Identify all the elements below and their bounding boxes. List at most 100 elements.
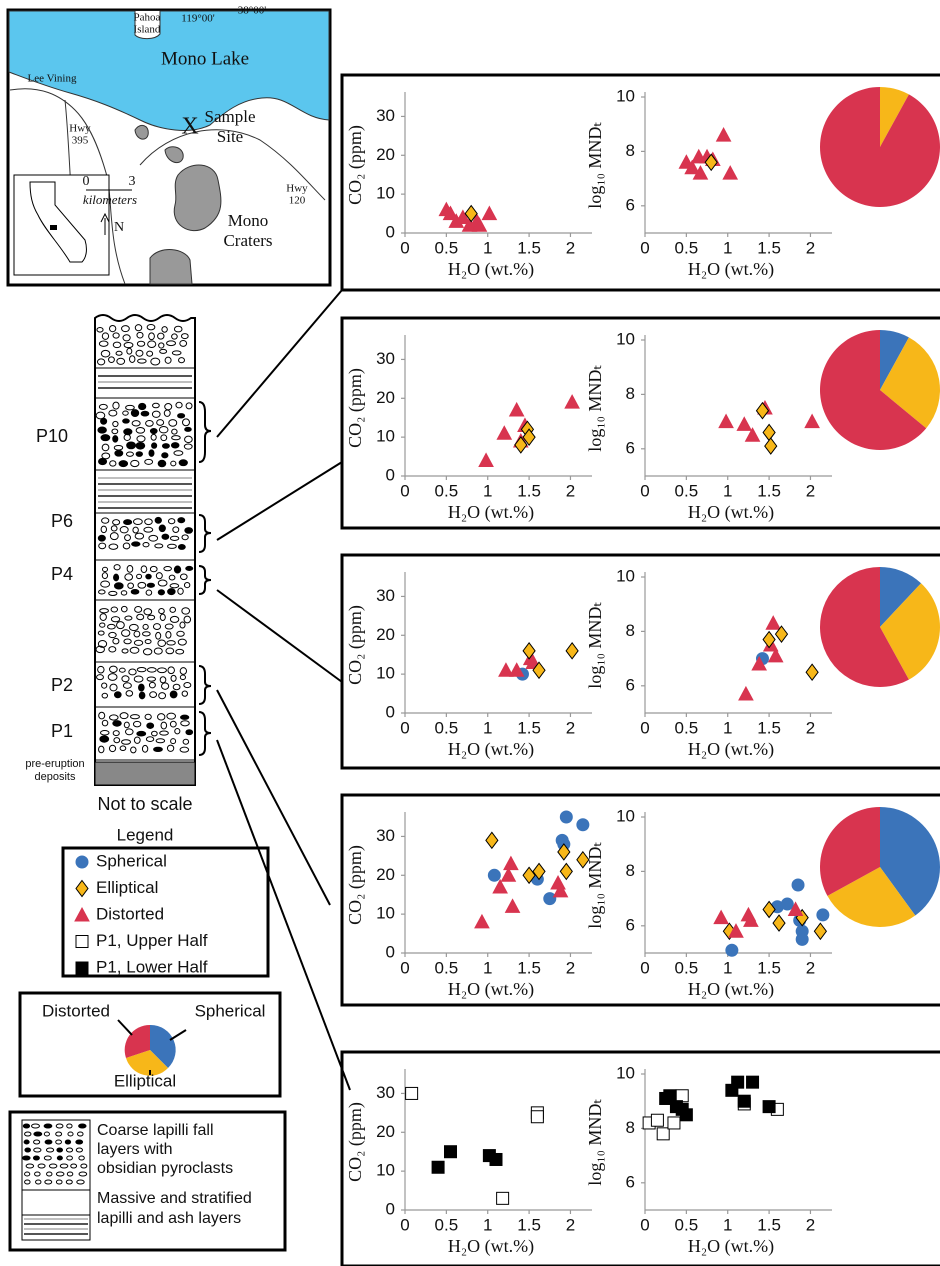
y-tick-label: 6 bbox=[626, 195, 635, 214]
map-label: Pahoa bbox=[134, 12, 161, 24]
point bbox=[763, 1101, 775, 1113]
clast bbox=[76, 1140, 83, 1144]
y-axis-title: CO₂ (ppm) bbox=[345, 845, 366, 925]
pie-key-label: Distorted bbox=[42, 1001, 110, 1020]
y-tick-label: 10 bbox=[376, 427, 395, 446]
x-axis-title: H₂O (wt.%) bbox=[688, 259, 774, 280]
clast bbox=[146, 574, 151, 579]
x-axis-title: H₂O (wt.%) bbox=[448, 502, 534, 523]
y-tick-label: 0 bbox=[386, 702, 395, 721]
axis bbox=[645, 92, 832, 233]
point bbox=[738, 1095, 750, 1107]
axis bbox=[645, 335, 832, 476]
x-axis-title: H₂O (wt.%) bbox=[448, 1236, 534, 1257]
x-tick-label: 0.5 bbox=[675, 958, 699, 977]
base-label: deposits bbox=[35, 771, 76, 783]
x-axis-title: H₂O (wt.%) bbox=[448, 259, 534, 280]
x-tick-label: 0 bbox=[400, 1215, 409, 1234]
clast bbox=[158, 460, 166, 466]
clast bbox=[186, 730, 193, 735]
map-label: Island bbox=[134, 24, 161, 36]
x-tick-label: 0 bbox=[640, 481, 649, 500]
y-tick-label: 30 bbox=[376, 106, 395, 125]
x-tick-label: 0 bbox=[640, 238, 649, 257]
y-tick-label: 8 bbox=[626, 1118, 635, 1137]
clast bbox=[170, 691, 177, 698]
x-tick-label: 2 bbox=[806, 481, 815, 500]
y-axis-title: log₁₀ MNDₜ bbox=[585, 121, 605, 208]
legend-label: P1, Upper Half bbox=[96, 931, 208, 950]
clast bbox=[136, 452, 142, 457]
x-tick-label: 1.5 bbox=[757, 958, 781, 977]
map-label: Hwy bbox=[69, 123, 91, 135]
map-label: Site bbox=[217, 127, 243, 146]
x-tick-label: 1 bbox=[723, 958, 732, 977]
pie-key-leader bbox=[118, 1020, 132, 1035]
map-label: Mono bbox=[228, 211, 269, 230]
x-tick-label: 0 bbox=[640, 1215, 649, 1234]
clast bbox=[162, 453, 168, 458]
base-label: pre-eruption bbox=[25, 758, 84, 770]
clast bbox=[171, 443, 179, 448]
clast bbox=[131, 590, 139, 595]
map-label: 120 bbox=[289, 195, 306, 207]
y-tick-label: 0 bbox=[386, 465, 395, 484]
lithology-label: lapilli and ash layers bbox=[97, 1210, 241, 1227]
point bbox=[560, 863, 572, 879]
clast bbox=[168, 589, 175, 595]
point bbox=[814, 923, 826, 939]
clast bbox=[25, 1148, 31, 1152]
clast bbox=[101, 418, 107, 424]
map-label: 0 bbox=[83, 174, 90, 189]
y-tick-label: 10 bbox=[616, 566, 635, 585]
brackets bbox=[199, 402, 211, 755]
x-tick-label: 0 bbox=[400, 238, 409, 257]
point bbox=[501, 868, 515, 881]
y-tick-label: 8 bbox=[626, 384, 635, 403]
x-tick-label: 0.5 bbox=[435, 481, 459, 500]
clast bbox=[98, 427, 107, 433]
point bbox=[732, 1076, 744, 1088]
point bbox=[493, 880, 507, 893]
map-label: X bbox=[181, 114, 198, 140]
clast bbox=[139, 684, 145, 691]
legend-marker bbox=[75, 908, 89, 921]
clast bbox=[137, 731, 146, 736]
clast bbox=[185, 528, 193, 534]
x-tick-label: 1.5 bbox=[517, 958, 541, 977]
point bbox=[651, 1114, 663, 1126]
clast bbox=[123, 419, 130, 423]
clast bbox=[119, 461, 127, 467]
clast bbox=[124, 520, 132, 525]
connectors bbox=[217, 290, 350, 1090]
clast bbox=[179, 460, 187, 466]
x-axis-title: H₂O (wt.%) bbox=[688, 979, 774, 1000]
y-tick-label: 0 bbox=[386, 1199, 395, 1218]
x-tick-label: 1 bbox=[723, 718, 732, 737]
point bbox=[531, 1111, 543, 1123]
map-label: Sample bbox=[205, 107, 256, 126]
x-tick-label: 1 bbox=[723, 1215, 732, 1234]
panels: 00.511.520102030H₂O (wt.%)CO₂ (ppm)00.51… bbox=[342, 75, 940, 1266]
x-tick-label: 0 bbox=[400, 718, 409, 737]
y-tick-label: 20 bbox=[376, 388, 395, 407]
legend-label: Elliptical bbox=[96, 878, 158, 897]
x-tick-label: 0 bbox=[640, 958, 649, 977]
y-tick-label: 8 bbox=[626, 861, 635, 880]
x-tick-label: 2 bbox=[566, 958, 575, 977]
point bbox=[792, 879, 804, 891]
x-tick-label: 1.5 bbox=[517, 718, 541, 737]
point bbox=[806, 664, 818, 680]
map-label: 395 bbox=[72, 135, 89, 147]
figure: 38°00' Pahoa Island 119°00' Mono Lake Le… bbox=[0, 0, 940, 1266]
point bbox=[723, 166, 737, 179]
x-tick-label: 1 bbox=[723, 238, 732, 257]
point bbox=[560, 811, 572, 823]
point bbox=[486, 832, 498, 848]
clast bbox=[114, 583, 123, 589]
point bbox=[544, 893, 556, 905]
clast bbox=[162, 534, 169, 539]
point bbox=[482, 207, 496, 220]
y-tick-label: 30 bbox=[376, 826, 395, 845]
axis bbox=[645, 572, 832, 713]
